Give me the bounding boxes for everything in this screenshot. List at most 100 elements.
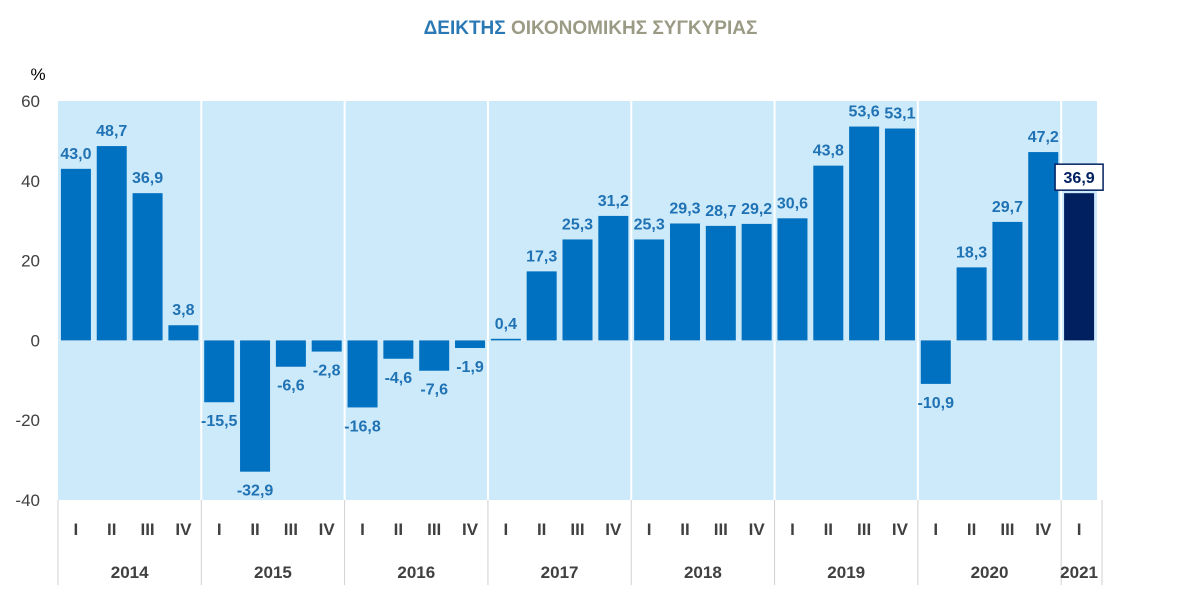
year-label: 2017 (541, 563, 579, 582)
data-label: 3,8 (172, 302, 194, 319)
y-tick-label: 0 (31, 331, 40, 350)
bar (311, 340, 342, 352)
bar (1028, 152, 1059, 341)
year-label: 2018 (684, 563, 722, 582)
y-axis-label: % (30, 65, 45, 84)
quarter-label: I (790, 520, 795, 539)
quarter-label: I (360, 520, 365, 539)
bar (132, 193, 163, 341)
bar (1064, 193, 1095, 341)
quarter-label: I (933, 520, 938, 539)
quarter-label: III (427, 520, 441, 539)
quarter-label: III (857, 520, 871, 539)
year-label: 2016 (397, 563, 435, 582)
data-label: 28,7 (705, 203, 736, 220)
chart-title-part1: ΔΕΙΚΤΗΣ (423, 18, 506, 39)
data-label: -16,8 (344, 418, 381, 435)
bar (526, 271, 557, 341)
bar (669, 223, 700, 341)
quarter-label: IV (892, 520, 909, 539)
quarter-label: IV (319, 520, 336, 539)
bar (455, 340, 486, 348)
quarter-label: IV (175, 520, 192, 539)
year-label: 2020 (971, 563, 1009, 582)
quarter-label: III (714, 520, 728, 539)
year-label: 2019 (827, 563, 865, 582)
quarter-label: I (647, 520, 652, 539)
data-label: 17,3 (526, 248, 557, 265)
quarter-label: III (284, 520, 298, 539)
data-label: 0,4 (495, 316, 517, 333)
bar (741, 223, 772, 341)
y-tick-label: -40 (15, 491, 40, 510)
data-label: 47,2 (1028, 129, 1059, 146)
quarter-label: I (1077, 520, 1082, 539)
bar (920, 340, 951, 384)
bar (849, 126, 880, 341)
data-label: -32,9 (237, 483, 274, 500)
data-label: 25,3 (562, 216, 593, 233)
year-label: 2021 (1060, 563, 1098, 582)
chart-title: ΔΕΙΚΤΗΣ ΟΙΚΟΝΟΜΙΚΗΣ ΣΥΓΚΥΡΙΑΣ (0, 18, 1181, 40)
quarter-label: III (140, 520, 154, 539)
year-label: 2014 (111, 563, 149, 582)
quarter-label: I (503, 520, 508, 539)
highlight-label-box (1054, 163, 1104, 191)
data-label: 36,9 (132, 170, 163, 187)
data-label: -10,9 (918, 395, 955, 412)
data-label: 31,2 (598, 193, 629, 210)
quarter-label: IV (605, 520, 622, 539)
quarter-label: II (824, 520, 833, 539)
bar (204, 340, 235, 403)
bar (347, 340, 378, 408)
chart-title-part2: ΟΙΚΟΝΟΜΙΚΗΣ ΣΥΓΚΥΡΙΑΣ (510, 18, 758, 39)
quarter-label: III (1000, 520, 1014, 539)
quarter-label: I (74, 520, 79, 539)
data-label: 29,7 (992, 199, 1023, 216)
y-tick-label: 40 (21, 172, 40, 191)
bar (634, 239, 665, 341)
data-label: 36,9 (1064, 170, 1095, 187)
quarter-label: II (394, 520, 403, 539)
bar (275, 340, 306, 367)
y-tick-label: -20 (15, 411, 40, 430)
bar (168, 325, 199, 341)
data-label: -15,5 (201, 413, 238, 430)
bar (884, 128, 915, 341)
data-label: 29,2 (741, 201, 772, 218)
quarter-label: II (967, 520, 976, 539)
bar (956, 267, 987, 341)
y-tick-label: 20 (21, 252, 40, 271)
bar (992, 221, 1023, 341)
quarter-label: II (680, 520, 689, 539)
quarter-label: II (537, 520, 546, 539)
data-label: -1,9 (456, 359, 484, 376)
data-label: 43,8 (813, 143, 844, 160)
data-label: -4,6 (385, 370, 413, 387)
data-label: 43,0 (60, 146, 91, 163)
quarter-label: I (217, 520, 222, 539)
quarter-label: IV (749, 520, 766, 539)
data-label: 53,1 (884, 106, 915, 123)
year-label: 2015 (254, 563, 292, 582)
quarter-label: IV (462, 520, 479, 539)
bar (562, 239, 593, 341)
bar (705, 225, 736, 341)
data-label: -6,6 (277, 378, 305, 395)
data-label: -2,8 (313, 363, 341, 380)
y-tick-label: 60 (21, 92, 40, 111)
bar (777, 218, 808, 341)
bar (240, 340, 271, 472)
bar (96, 146, 127, 341)
data-label: 18,3 (956, 244, 987, 261)
data-label: 25,3 (634, 216, 665, 233)
bar (598, 215, 629, 341)
quarter-label: IV (1035, 520, 1052, 539)
bar (813, 165, 844, 341)
data-label: 29,3 (669, 200, 700, 217)
quarter-label: II (107, 520, 116, 539)
bar (60, 168, 91, 341)
data-label: 53,6 (849, 104, 880, 121)
bar (419, 340, 450, 371)
